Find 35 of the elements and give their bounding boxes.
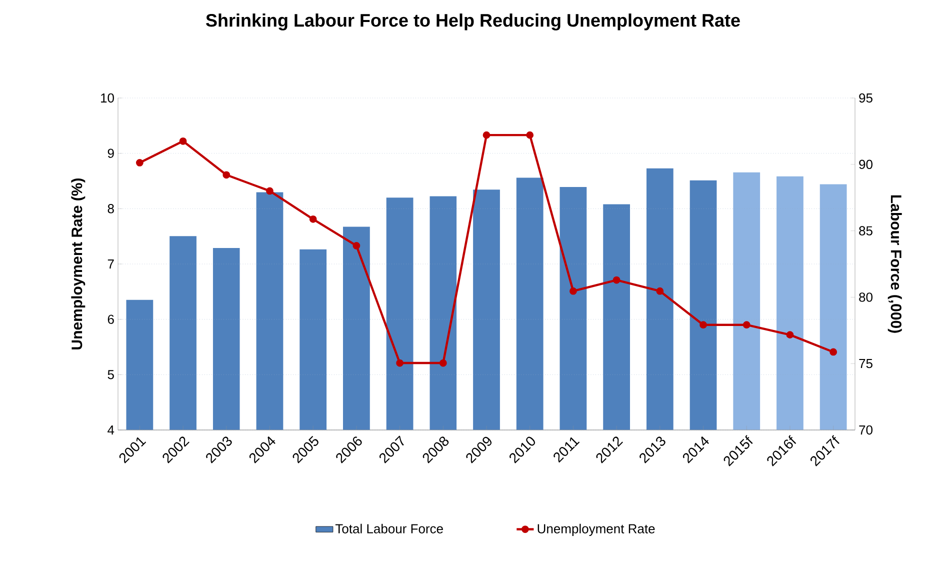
point <box>526 131 534 139</box>
y-tick-label: 4 <box>108 426 114 434</box>
chart-title: Shrinking Labour Force to Help Reducing Unemployment Rate <box>206 14 740 30</box>
y-tick-label: 5 <box>108 370 114 380</box>
y-axis-title: Unemployment Rate (%) <box>71 178 86 350</box>
point <box>830 348 838 356</box>
y2-tick-label: 85 <box>859 226 872 236</box>
y2-tick-label: 90 <box>859 160 872 169</box>
point <box>612 276 620 284</box>
point <box>136 159 144 166</box>
y2-tick-label: 95 <box>859 93 872 103</box>
point <box>222 171 230 179</box>
point <box>786 331 794 339</box>
y-tick-label: 9 <box>108 148 114 158</box>
y2-tick-label: 80 <box>859 292 872 302</box>
point <box>482 131 490 139</box>
y-tick-label: 6 <box>108 314 114 324</box>
y-tick-label: 10 <box>101 93 114 103</box>
point <box>266 187 274 195</box>
y2-axis-title: Labour Force (,000) <box>888 195 902 333</box>
point <box>700 321 707 329</box>
legend-label: Total Labour Force <box>335 524 443 534</box>
point <box>742 321 750 329</box>
y-tick-label: 7 <box>108 260 114 268</box>
point <box>656 287 664 295</box>
y2-tick-label: 75 <box>859 359 872 368</box>
point <box>396 359 404 367</box>
y-tick-label: 8 <box>108 204 114 214</box>
y2-tick-label: 70 <box>859 425 872 435</box>
point <box>439 359 447 367</box>
point <box>352 242 360 250</box>
point <box>309 215 317 223</box>
legend-label: Unemployment Rate <box>538 524 655 536</box>
point <box>570 287 577 295</box>
point <box>179 137 187 145</box>
